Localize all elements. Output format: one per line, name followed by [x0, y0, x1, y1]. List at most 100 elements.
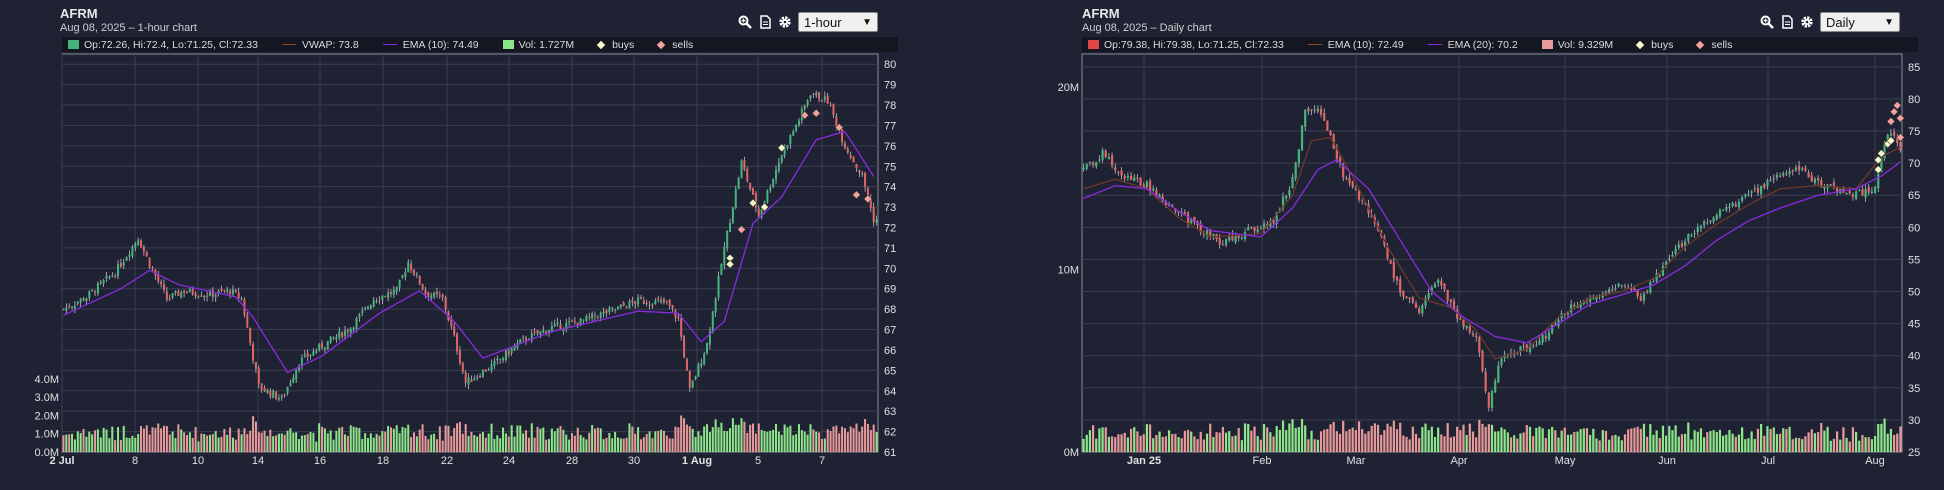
- volume-bar: [1107, 436, 1111, 452]
- candle-body: [203, 296, 206, 298]
- interval-select[interactable]: Daily ▼: [1820, 12, 1900, 32]
- volume-tick-label: 20M: [1058, 82, 1079, 94]
- candle-body: [1703, 221, 1706, 226]
- candle-body: [295, 370, 298, 380]
- volume-bar: [1636, 426, 1639, 452]
- candle-body: [1155, 189, 1158, 198]
- volume-bar: [1630, 428, 1633, 452]
- candle-body: [1139, 177, 1142, 185]
- volume-bar: [473, 435, 476, 452]
- candle-body: [783, 146, 786, 156]
- volume-bar: [450, 435, 453, 452]
- candle-body: [662, 298, 665, 303]
- candle-body: [300, 357, 303, 367]
- document-icon[interactable]: [758, 15, 772, 29]
- volume-bar: [542, 427, 545, 452]
- zoom-icon[interactable]: [738, 15, 752, 29]
- candle-body: [145, 252, 148, 257]
- volume-bar: [777, 431, 780, 452]
- candle-body: [214, 294, 217, 298]
- candle-body: [677, 316, 680, 319]
- candle-body: [1816, 178, 1820, 181]
- candle-body: [774, 169, 778, 180]
- volume-bar: [795, 434, 798, 452]
- volume-bar: [1487, 424, 1490, 452]
- volume-bar: [1554, 430, 1557, 452]
- volume-bar: [381, 431, 384, 452]
- candle-body: [1899, 142, 1902, 151]
- volume-bar: [456, 423, 459, 452]
- volume-bar: [1709, 430, 1712, 452]
- volume-bar: [344, 434, 347, 452]
- zoom-icon[interactable]: [1760, 15, 1774, 29]
- candle-body: [504, 350, 507, 361]
- volume-bar: [1471, 431, 1475, 452]
- candle-body: [1082, 167, 1085, 170]
- candle-body: [1399, 279, 1402, 293]
- volume-bar: [1462, 424, 1465, 452]
- volume-bar: [1627, 429, 1630, 452]
- candle-body: [1190, 218, 1193, 224]
- candle-body: [858, 170, 861, 173]
- volume-bar: [1082, 438, 1085, 452]
- volume-bar: [1722, 435, 1725, 452]
- candle-body: [1297, 149, 1300, 164]
- candle-body: [1801, 168, 1804, 170]
- candle-body: [344, 330, 347, 336]
- volume-bar: [1560, 430, 1563, 452]
- candle-body: [1797, 165, 1801, 171]
- volume-bar: [1570, 434, 1573, 452]
- x-tick-label: 16: [314, 455, 326, 467]
- gear-icon[interactable]: [1800, 15, 1814, 29]
- candle-body: [1481, 350, 1484, 372]
- x-tick-label: 24: [503, 455, 515, 467]
- x-tick-label: 8: [132, 455, 138, 467]
- volume-bar: [289, 428, 292, 452]
- daily-chart-canvas[interactable]: 25 30 35 40 45 50 55 60 65 70 75 80 85 Jan 25 Feb Mar Ap…: [1021, 0, 1944, 490]
- candle-body: [1478, 336, 1481, 353]
- candle-body: [648, 304, 651, 306]
- candle-body: [283, 394, 286, 396]
- candle-body: [1433, 284, 1437, 288]
- volume-bar: [691, 428, 694, 452]
- volume-bar: [1557, 437, 1560, 452]
- volume-bar: [1468, 423, 1471, 452]
- volume-bar: [444, 425, 447, 452]
- volume-bar: [171, 431, 174, 452]
- x-tick-label: Mar: [1347, 455, 1366, 467]
- volume-bar: [119, 439, 122, 452]
- volume-bar: [619, 438, 622, 452]
- candle-body: [1756, 188, 1760, 193]
- y-tick-label: 45: [1908, 319, 1920, 331]
- candle-body: [1753, 188, 1756, 190]
- volume-bar: [142, 428, 145, 452]
- gear-icon[interactable]: [778, 15, 792, 29]
- volume-bar: [792, 435, 795, 452]
- volume-bar: [1370, 425, 1373, 452]
- candle-body: [131, 246, 134, 257]
- hourly-chart-canvas[interactable]: 6162636465666768697071727374757677787980…: [0, 0, 900, 490]
- volume-bar: [1506, 432, 1509, 452]
- candle-body: [1807, 172, 1810, 178]
- candle-body: [1633, 288, 1636, 291]
- volume-bar: [1408, 439, 1411, 452]
- volume-tick-label: 0.0M: [35, 447, 59, 459]
- candle-body: [171, 293, 174, 298]
- volume-bar: [1266, 427, 1269, 452]
- candle-body: [570, 320, 574, 322]
- candle-body: [1101, 150, 1104, 160]
- volume-bar: [637, 427, 640, 452]
- document-icon[interactable]: [1780, 15, 1794, 29]
- candle-body: [1627, 287, 1630, 289]
- interval-select[interactable]: 1-hour ▼: [798, 12, 878, 32]
- volume-bar: [1129, 428, 1133, 452]
- volume-bar: [496, 435, 499, 452]
- candle-body: [260, 383, 263, 390]
- candle-body: [1418, 308, 1421, 313]
- candle-body: [68, 306, 71, 308]
- volume-bar: [864, 419, 867, 452]
- candle-body: [125, 257, 128, 261]
- candle-body: [815, 92, 818, 96]
- volume-swatch-icon: [502, 40, 514, 49]
- candle-body: [820, 100, 823, 102]
